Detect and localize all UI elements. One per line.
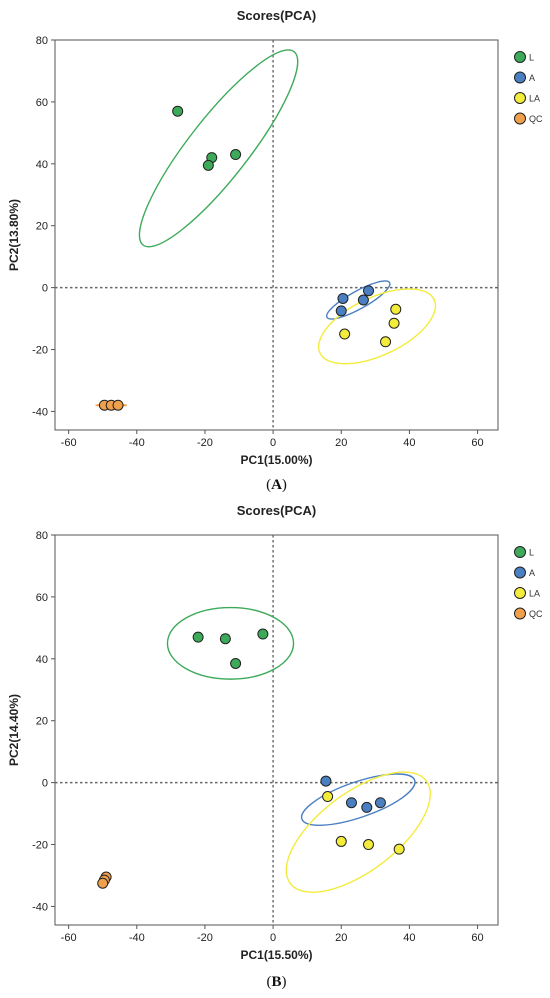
y-tick-label: 0 xyxy=(42,778,48,790)
x-tick-label: 40 xyxy=(403,932,415,944)
ellipse-a xyxy=(325,280,391,320)
y-tick-label: -20 xyxy=(32,345,48,357)
point-la xyxy=(390,303,402,315)
panel-a: Scores(PCA) -60 -40 -20 0 20 40 60 -40 -20 0 20 40 60… xyxy=(0,0,550,496)
legend-label-la: LA xyxy=(529,589,540,599)
x-tick-label: -40 xyxy=(129,437,145,449)
point-a xyxy=(345,797,357,809)
legend-label-la: LA xyxy=(529,94,540,104)
point-l xyxy=(219,633,231,645)
plot-frame-b xyxy=(54,534,499,926)
y-tick-label: 60 xyxy=(36,97,48,109)
chart-title-b: Scores(PCA) xyxy=(237,503,316,518)
ellipse-a xyxy=(300,773,416,826)
point-a xyxy=(335,305,347,317)
x-tick-label: 0 xyxy=(270,932,276,944)
plot-frame-a xyxy=(54,39,499,431)
chart-title-a: Scores(PCA) xyxy=(237,8,316,23)
x-tick-label: -20 xyxy=(197,932,213,944)
ellipse-l xyxy=(138,49,299,248)
x-tick-label: 60 xyxy=(471,932,483,944)
legend-marker-l xyxy=(514,51,526,63)
point-l xyxy=(230,657,242,669)
legend-marker-a xyxy=(514,566,526,579)
y-tick-label: 0 xyxy=(42,283,48,295)
point-a xyxy=(337,292,349,304)
point-la xyxy=(322,791,334,803)
y-tick-label: 60 xyxy=(36,592,48,604)
legend-marker-a xyxy=(514,71,526,84)
legend-marker-qc xyxy=(514,607,526,620)
point-l xyxy=(192,631,204,643)
x-tick-label: 20 xyxy=(335,437,347,449)
legend-marker-la xyxy=(514,92,526,104)
x-tick-label: 60 xyxy=(471,437,483,449)
y-tick-label: 80 xyxy=(36,35,48,47)
ellipse-la xyxy=(285,771,431,893)
legend-label-a: A xyxy=(529,568,535,578)
legend-label-qc: QC xyxy=(529,114,543,124)
point-a xyxy=(357,294,369,306)
legend-label-l: L xyxy=(529,53,534,63)
ellipse-l xyxy=(166,606,295,680)
y-tick-label: -20 xyxy=(32,840,48,852)
pca-chart-a: Scores(PCA) -60 -40 -20 0 20 40 60 -40 -20 0 20 40 60… xyxy=(7,8,543,493)
legend-label-l: L xyxy=(529,548,534,558)
x-tick-label: -60 xyxy=(61,437,77,449)
point-la xyxy=(388,317,400,329)
legend-label-qc: QC xyxy=(529,609,543,619)
point-la xyxy=(339,328,351,340)
point-qc xyxy=(112,399,124,411)
x-tick-label: -40 xyxy=(129,932,145,944)
panel-label-b: (B) xyxy=(266,974,286,990)
point-la xyxy=(363,839,375,851)
point-l xyxy=(257,628,269,640)
point-a xyxy=(363,285,375,297)
x-tick-label: 20 xyxy=(335,932,347,944)
point-l xyxy=(172,105,184,117)
y-tick-label: -40 xyxy=(32,406,48,418)
x-tick-label: -60 xyxy=(61,932,77,944)
legend-marker-l xyxy=(514,546,526,558)
pca-chart-b: Scores(PCA) -60 -40 -20 0 20 40 60 -40 -20 0 20 40 60… xyxy=(7,503,543,990)
legend-marker-la xyxy=(514,587,526,599)
point-a xyxy=(361,801,373,813)
point-la xyxy=(335,835,347,847)
y-tick-label: 20 xyxy=(36,716,48,728)
x-tick-label: 40 xyxy=(403,437,415,449)
y-tick-label: 40 xyxy=(36,654,48,666)
point-qc xyxy=(97,877,109,889)
x-tick-label: -20 xyxy=(197,437,213,449)
y-tick-label: 40 xyxy=(36,159,48,171)
point-a xyxy=(320,775,332,787)
ellipse-la xyxy=(317,288,437,365)
y-tick-label: -40 xyxy=(32,901,48,913)
panel-b: Scores(PCA) -60 -40 -20 0 20 40 60 -40 -20 0 20 40 60… xyxy=(0,498,550,996)
point-l xyxy=(230,149,242,161)
y-tick-label: 80 xyxy=(36,530,48,542)
y-axis-label-b: PC2(14.40%) xyxy=(7,694,21,766)
x-axis-label-b: PC1(15.50%) xyxy=(240,948,312,962)
point-la xyxy=(393,843,405,855)
point-la xyxy=(380,336,392,348)
legend-label-a: A xyxy=(529,73,535,83)
legend-marker-qc xyxy=(514,112,526,125)
x-axis-label-a: PC1(15.00%) xyxy=(240,453,312,467)
point-l xyxy=(202,159,214,171)
x-tick-label: 0 xyxy=(270,437,276,449)
y-tick-label: 20 xyxy=(36,221,48,233)
y-axis-label-a: PC2(13.80%) xyxy=(7,199,21,271)
panel-label-a: (A) xyxy=(266,477,287,493)
point-a xyxy=(374,797,386,809)
